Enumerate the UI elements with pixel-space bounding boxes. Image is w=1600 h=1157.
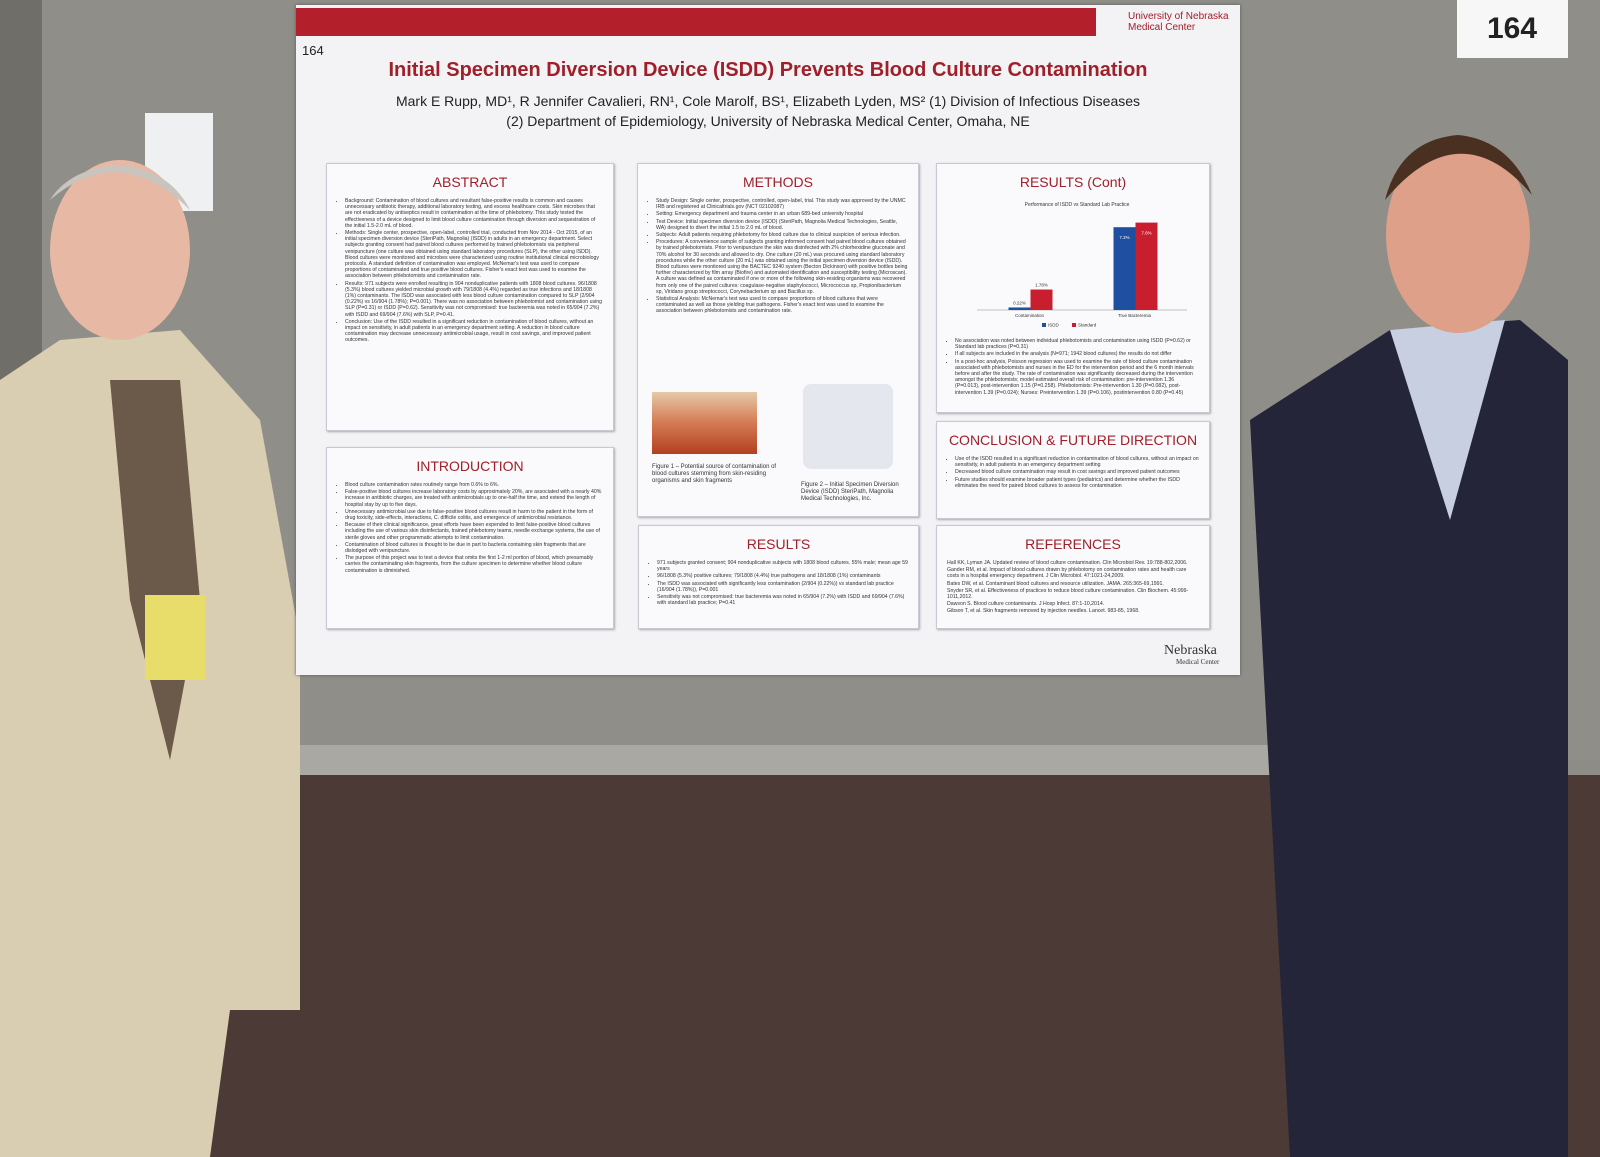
section-text: 971 subjects granted consent; 904 nondup…	[649, 560, 908, 606]
authors-line: Mark E Rupp, MD¹, R Jennifer Cavalieri, …	[395, 93, 1141, 109]
text-item: The purpose of this project was to test …	[345, 555, 603, 574]
text-item: Dawson S. Blood culture contaminants. J …	[947, 601, 1105, 608]
introduction-section: INTRODUCTION Blood culture contamination …	[326, 447, 614, 629]
conclusion-section: CONCLUSION & FUTURE DIRECTION Use of the …	[936, 421, 1210, 519]
text-item: Unnecessary antimicrobial use due to fal…	[345, 509, 603, 521]
section-heading: METHODS	[743, 174, 813, 190]
text-item: Bates DW, et al. Contaminant blood cultu…	[947, 580, 1164, 587]
text-item: Subjects: Adult patients requiring phleb…	[656, 232, 908, 238]
text-item: Procedures: A convenience sample of subj…	[656, 239, 908, 295]
abstract-section: ABSTRACT Background: Contamination of blo…	[326, 163, 614, 431]
x-tick-label: Contamination	[1015, 313, 1045, 318]
bar	[1135, 222, 1158, 310]
text-item: Snyder SR, et al. Effectiveness of pract…	[947, 587, 1189, 601]
references-section: REFERENCES Hall KK, Lyman JA. Updated rev…	[936, 525, 1210, 629]
text-item: Study Design: Single center, prospective…	[656, 198, 908, 210]
text-item: 971 subjects granted consent; 904 nondup…	[657, 560, 908, 572]
text-item: If all subjects are included in the anal…	[955, 351, 1199, 357]
section-heading: RESULTS (Cont)	[1019, 174, 1127, 190]
text-item: Blood culture contamination rates routin…	[345, 482, 603, 488]
text-item: Statistical Analysis: McNemar's test was…	[656, 296, 908, 315]
legend-label: Standard	[1078, 323, 1097, 328]
person-right	[1250, 320, 1568, 1157]
booth-number: 164	[1487, 12, 1537, 45]
legend-label: ISDD	[1048, 323, 1060, 328]
text-item: Background: Contamination of blood cultu…	[345, 198, 603, 229]
section-text: Background: Contamination of blood cultu…	[337, 198, 603, 344]
text-item: Contamination of blood cultures is thoug…	[345, 542, 603, 554]
poster-number: 164	[302, 43, 324, 58]
footer-logo-sub: Medical Center	[1176, 658, 1220, 666]
methods-section: METHODS Figure 1 – Potential source of c…	[637, 163, 919, 517]
poster-logo: University of Nebraska Medical Center	[1128, 11, 1229, 33]
poster-header-band	[296, 8, 1096, 36]
poster-title: Initial Specimen Diversion Device (ISDD)…	[388, 59, 1148, 81]
text-item: Gibson T, et al. Skin fragments removed …	[947, 608, 1140, 615]
section-heading: CONCLUSION & FUTURE DIRECTION	[948, 432, 1198, 448]
text-item: Use of the ISDD resulted in a significan…	[955, 456, 1199, 468]
bar-chart: Performance of ISDD vs Standard Lab Prac…	[977, 202, 1187, 328]
figure-caption: Figure 1 – Potential source of contamina…	[652, 464, 777, 484]
section-heading: ABSTRACT	[432, 174, 508, 190]
text-item: Hall KK, Lyman JA. Updated review of blo…	[947, 560, 1188, 566]
section-heading: INTRODUCTION	[416, 458, 524, 474]
text-item: Because of their clinical significance, …	[345, 522, 603, 541]
section-text: Use of the ISDD resulted in a significan…	[947, 456, 1199, 489]
bar	[1113, 227, 1136, 310]
bar	[1030, 289, 1053, 310]
text-item: Future studies should examine broader pa…	[955, 477, 1199, 489]
text-item: Methods: Single center, prospective, ope…	[345, 230, 603, 280]
authors-line: (2) Department of Epidemiology, Universi…	[506, 113, 1030, 129]
text-item: 96/1808 (5.3%) positive cultures; 79/180…	[657, 573, 908, 579]
text-item: Decreased blood culture contamination ma…	[955, 469, 1199, 475]
section-text: Blood culture contamination rates routin…	[337, 482, 603, 574]
text-item: Setting: Emergency department and trauma…	[656, 211, 908, 217]
section-heading: REFERENCES	[1025, 536, 1121, 552]
value-label: 7.2%	[1119, 235, 1129, 240]
chart-title: Performance of ISDD vs Standard Lab Prac…	[1025, 202, 1130, 208]
value-label: 0.22%	[1013, 300, 1026, 305]
legend-swatch	[1042, 323, 1046, 327]
section-heading: RESULTS	[746, 536, 811, 552]
person-left	[0, 330, 300, 1157]
figure-caption: Figure 2 – Initial Specimen Diversion De…	[801, 482, 899, 502]
text-item: Results: 971 subjects were enrolled resu…	[345, 281, 603, 318]
bar	[1008, 307, 1031, 310]
person-left-head	[50, 160, 190, 340]
section-text: Study Design: Single center, prospective…	[648, 198, 908, 408]
value-label: 1.78%	[1035, 283, 1048, 288]
x-tick-label: True Bacteremia	[1118, 313, 1152, 318]
section-text: No association was noted between individ…	[947, 338, 1199, 396]
text-item: Conclusion: Use of the ISDD resulted in …	[345, 319, 603, 344]
text-item: Test Device: Initial specimen diversion …	[656, 219, 908, 231]
text-item: No association was noted between individ…	[955, 338, 1199, 350]
results-section: RESULTS 971 subjects granted consent; 904…	[638, 525, 919, 629]
text-item: In a post-hoc analysis, Poisson regressi…	[955, 359, 1199, 396]
results-cont-section: RESULTS (Cont) Performance of ISDD vs St…	[936, 163, 1210, 413]
text-item: Gander RM, et al. Impact of blood cultur…	[947, 567, 1187, 580]
person-right-head	[1386, 137, 1530, 333]
value-label: 7.6%	[1141, 231, 1151, 236]
legend-swatch	[1072, 323, 1076, 327]
section-text: Hall KK, Lyman JA. Updated review of blo…	[947, 560, 1199, 615]
text-item: Sensitivity was not compromised: true ba…	[657, 594, 908, 606]
footer-logo: Nebraska	[1164, 643, 1217, 658]
poster: University of Nebraska Medical Center 16…	[296, 5, 1240, 675]
text-item: The ISDD was associated with significant…	[657, 581, 908, 593]
text-item: False-positive blood cultures increase l…	[345, 489, 603, 508]
